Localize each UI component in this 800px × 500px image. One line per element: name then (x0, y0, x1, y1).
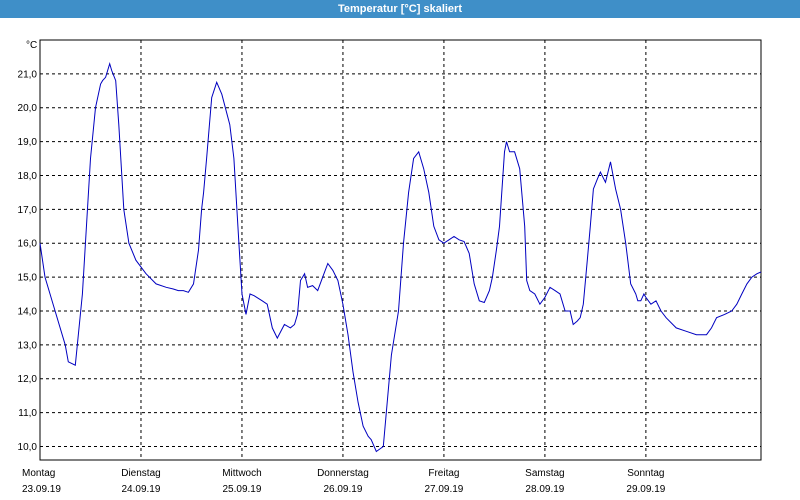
y-tick-label: 17,0 (18, 205, 38, 216)
x-tick-weekday: Sonntag (627, 468, 664, 479)
x-tick-weekday: Montag (22, 468, 55, 479)
y-tick-label: 11,0 (18, 408, 37, 419)
x-tick-date: 24.09.19 (122, 484, 161, 495)
x-tick-weekday: Donnerstag (317, 468, 369, 479)
x-tick-weekday: Mittwoch (222, 468, 261, 479)
x-tick-date: 27.09.19 (424, 484, 463, 495)
x-tick-date: 23.09.19 (22, 484, 61, 495)
y-tick-label: 19,0 (18, 137, 38, 148)
x-tick-date: 25.09.19 (222, 484, 261, 495)
temperature-chart: °C 10,011,012,013,014,015,016,017,018,01… (18, 39, 762, 495)
y-tick-label: 21,0 (18, 69, 38, 80)
chart-title: Temperatur [°C] skaliert (0, 0, 800, 18)
y-tick-label: 18,0 (18, 171, 38, 182)
x-tick-weekday: Dienstag (121, 468, 160, 479)
y-tick-label: 16,0 (18, 239, 38, 250)
grid-lines (40, 40, 761, 460)
x-tick-date: 29.09.19 (626, 484, 665, 495)
x-tick-weekday: Samstag (525, 468, 564, 479)
y-tick-label: 14,0 (18, 306, 38, 317)
y-tick-label: 13,0 (18, 340, 38, 351)
y-axis-unit-label: °C (26, 40, 37, 51)
plot-area-frame (39, 39, 762, 461)
temperature-series-line (39, 61, 762, 453)
x-tick-date: 28.09.19 (525, 484, 564, 495)
y-tick-label: 12,0 (18, 374, 38, 385)
x-axis-ticks: Montag 23.09.19 Dienstag 24.09.19 Mittwoch 25… (22, 468, 666, 495)
y-tick-label: 15,0 (18, 273, 38, 284)
x-tick-weekday: Freitag (428, 468, 459, 479)
y-axis-ticks: 10,0 11,0 12,0 13,0 14,0 15,0 16,0 17,0 18,0 19,0… (18, 69, 38, 453)
x-tick-date: 26.09.19 (323, 484, 362, 495)
y-tick-label: 20,0 (18, 103, 38, 114)
y-tick-label: 10,0 (18, 442, 38, 453)
